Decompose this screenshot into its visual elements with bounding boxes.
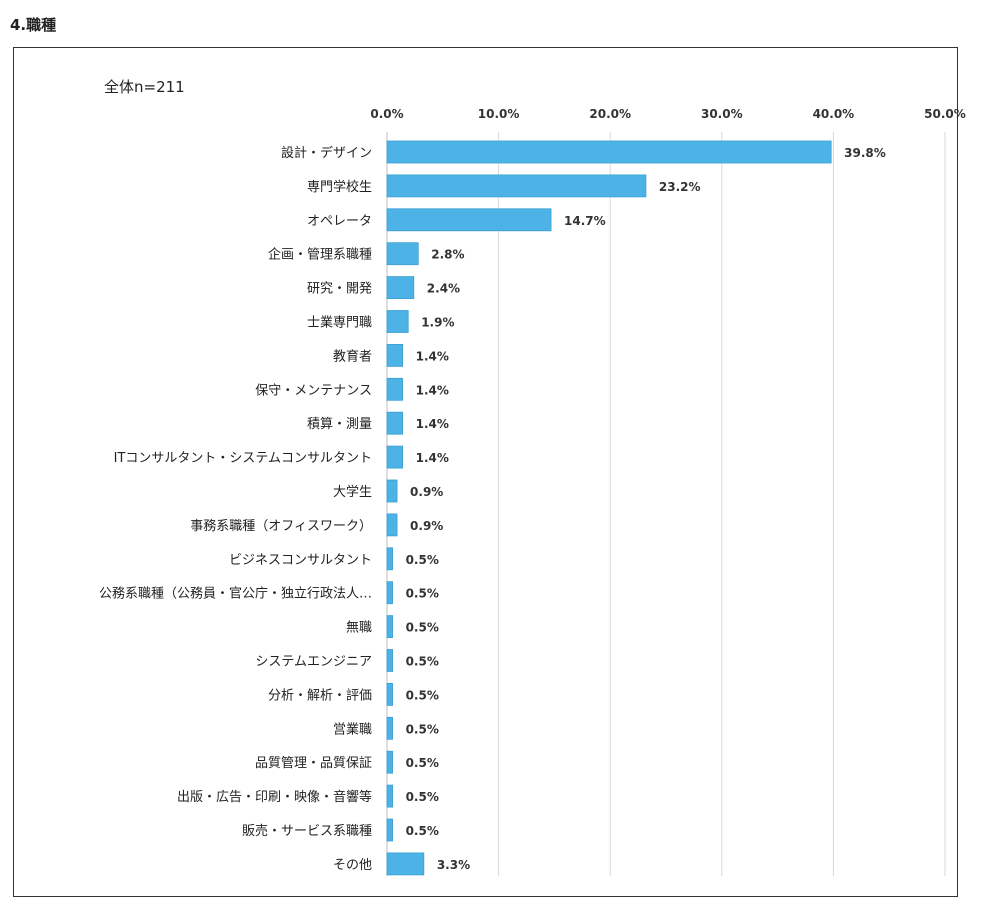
category-label: 保守・メンテナンス [255,383,372,398]
category-label: その他 [333,858,372,873]
category-label: システムエンジニア [255,655,372,670]
bar [386,411,404,435]
x-tick-label: 50.0% [924,107,966,121]
bar [386,649,393,672]
data-label: 1.9% [421,316,454,330]
data-label: 1.4% [416,349,449,363]
category-label: ITコンサルタント・システムコンサルタント [114,451,372,466]
category-label: ビジネスコンサルタント [229,553,372,568]
category-label: 教育者 [333,348,372,364]
data-label: 2.4% [427,282,460,296]
category-label: 販売・サービス系職種 [242,823,372,839]
data-label: 23.2% [659,180,701,194]
data-label: 0.5% [406,655,439,669]
data-label: 0.5% [406,824,439,838]
data-label: 1.4% [416,383,449,397]
data-label: 0.5% [406,621,439,635]
bar [386,750,393,774]
bar [386,716,393,740]
bar [386,343,404,367]
category-label: 営業職 [333,721,372,737]
data-label: 0.5% [406,587,439,601]
data-label: 1.4% [416,451,449,465]
category-label: 設計・デザイン [281,145,372,161]
bar [386,683,393,706]
bar [386,581,393,605]
bar [386,377,404,401]
x-tick-label: 0.0% [370,107,403,121]
bar [386,208,552,232]
bar [386,784,393,808]
data-label: 0.5% [406,756,439,770]
data-label: 3.3% [437,858,470,872]
category-label: オペレータ [307,214,372,229]
chart-frame [13,47,958,897]
x-tick-label: 30.0% [701,107,743,121]
bar [386,547,393,571]
data-label: 14.7% [564,214,606,228]
data-label: 0.5% [406,722,439,736]
bar [386,615,393,638]
data-label: 0.9% [410,519,443,533]
data-label: 2.8% [431,248,464,262]
bar [386,479,398,503]
category-label: 公務系職種（公務員・官公庁・独立行政法人… [99,586,372,602]
bar [386,852,425,876]
data-label: 1.4% [416,417,449,431]
bar [386,818,393,842]
bar [386,513,398,537]
x-tick-label: 20.0% [589,107,631,121]
category-label: 事務系職種（オフィスワーク） [190,518,372,534]
bar [386,174,647,198]
page-heading: 4.職種 [10,16,57,34]
category-label: 研究・開発 [307,282,372,297]
category-label: 出版・広告・印刷・映像・音響等 [177,789,372,805]
category-label: 士業専門職 [307,315,372,331]
data-label: 0.9% [410,485,443,499]
category-label: 大学生 [333,484,372,500]
bar [386,276,415,300]
category-label: 積算・測量 [307,417,372,432]
bar [386,310,409,333]
x-tick-label: 10.0% [478,107,520,121]
category-label: 品質管理・品質保証 [255,756,372,771]
data-label: 39.8% [844,146,886,160]
data-label: 0.5% [406,790,439,804]
category-label: 無職 [346,621,372,636]
category-label: 分析・解析・評価 [268,688,372,703]
chart-title: 全体n=211 [104,78,185,96]
category-label: 専門学校生 [307,179,372,195]
category-label: 企画・管理系職種 [268,247,372,263]
x-tick-label: 40.0% [813,107,855,121]
bar [386,140,832,164]
data-label: 0.5% [406,688,439,702]
bar [386,445,404,469]
bar [386,242,419,266]
data-label: 0.5% [406,553,439,567]
